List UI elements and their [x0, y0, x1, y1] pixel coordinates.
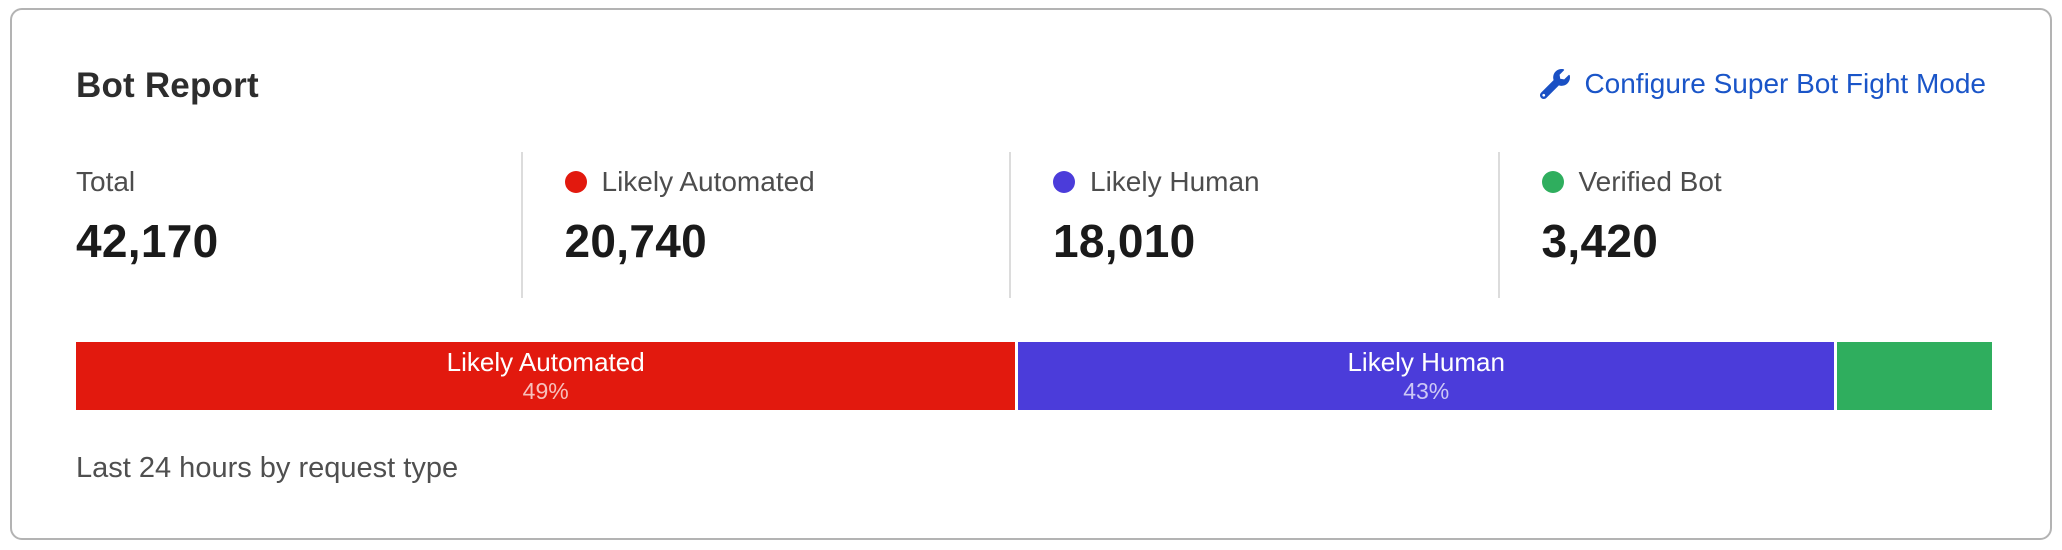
- page-title: Bot Report: [76, 66, 259, 105]
- stat-label: Likely Automated: [601, 166, 815, 197]
- stat-label-row: Likely Human: [1053, 166, 1498, 198]
- card-header: Bot Report Configure Super Bot Fight Mod…: [76, 66, 1986, 106]
- legend-dot-likely-automated: [564, 171, 587, 193]
- bar-segment-percent: 49%: [522, 377, 569, 404]
- stat-label: Likely Human: [1090, 166, 1260, 197]
- bar-segment-label: Likely Automated: [446, 346, 645, 377]
- wrench-icon: [1540, 69, 1571, 99]
- stat-label-row: Total: [76, 166, 521, 198]
- bar-segment-likely-automated: Likely Automated 49%: [76, 342, 1016, 410]
- stat-label: Verified Bot: [1578, 166, 1722, 197]
- stat-value: 18,010: [1053, 215, 1196, 267]
- stat-likely-automated: Likely Automated 20,740: [520, 152, 1010, 298]
- stacked-bar-chart: Likely Automated 49% Likely Human 43%: [76, 342, 1992, 410]
- bar-segment-percent: 43%: [1403, 377, 1450, 404]
- stat-label-row: Likely Automated: [564, 166, 1010, 198]
- bar-segment-likely-human: Likely Human 43%: [1018, 342, 1835, 410]
- bar-segment-label: Likely Human: [1347, 346, 1505, 377]
- stat-total: Total 42,170: [76, 152, 521, 298]
- stat-verified-bot: Verified Bot 3,420: [1497, 152, 1987, 298]
- stat-value: 42,170: [76, 215, 219, 267]
- stat-label-row: Verified Bot: [1541, 166, 1987, 198]
- stat-label: Total: [76, 166, 136, 197]
- stat-likely-human: Likely Human 18,010: [1009, 152, 1498, 298]
- stats-row: Total 42,170 Likely Automated 20,740 Lik…: [76, 152, 1986, 298]
- bot-report-card: Bot Report Configure Super Bot Fight Mod…: [10, 8, 2052, 540]
- stat-value: 3,420: [1541, 215, 1659, 267]
- legend-dot-likely-human: [1053, 171, 1075, 193]
- legend-dot-verified-bot: [1541, 171, 1564, 193]
- bar-segment-verified-bot: [1837, 342, 1992, 410]
- configure-super-bot-fight-mode-link[interactable]: Configure Super Bot Fight Mode: [1540, 68, 1986, 100]
- footnote: Last 24 hours by request type: [76, 452, 459, 484]
- stat-value: 20,740: [564, 215, 707, 267]
- configure-link-label: Configure Super Bot Fight Mode: [1584, 68, 1986, 99]
